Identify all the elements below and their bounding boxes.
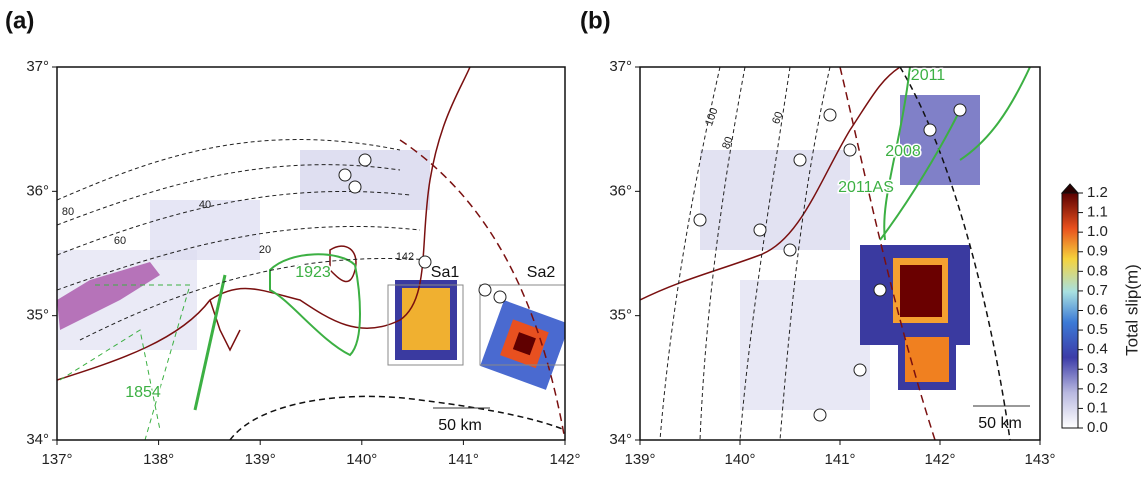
annotation: 142 bbox=[396, 251, 414, 263]
annotation: 2008 bbox=[885, 143, 921, 160]
trench bbox=[899, 67, 1011, 440]
slip-patch bbox=[900, 265, 942, 317]
colorbar-arrow bbox=[1060, 183, 1080, 194]
contours bbox=[57, 139, 431, 341]
annotation: 60 bbox=[114, 235, 126, 247]
slip-patch bbox=[402, 288, 450, 350]
x-tick-label: 143° bbox=[1024, 451, 1055, 468]
map-a bbox=[57, 67, 565, 440]
beachballs bbox=[693, 103, 967, 422]
y-tick-label: 34° bbox=[609, 431, 632, 448]
colorbar-title: Total slip(m) bbox=[1122, 264, 1141, 356]
annotation: 80 bbox=[720, 135, 735, 151]
colorbar-tick-label: 0.7 bbox=[1087, 282, 1108, 299]
colorbar-tick-label: 0.2 bbox=[1087, 380, 1108, 397]
frame-a bbox=[56, 66, 566, 441]
y-tick-label: 35° bbox=[26, 307, 49, 324]
box-sa1 bbox=[387, 284, 464, 366]
ruptures bbox=[879, 67, 1031, 241]
panel-label: (a) bbox=[5, 7, 34, 34]
x-tick-label: 141° bbox=[448, 451, 479, 468]
annotation: 50 km bbox=[978, 415, 1022, 432]
colorbar-tick-label: 0.0 bbox=[1087, 419, 1108, 436]
trench bbox=[399, 139, 565, 440]
annotation: 80 bbox=[62, 206, 74, 218]
colorbar-tick-label: 1.1 bbox=[1087, 204, 1108, 221]
slip-patch-group bbox=[480, 300, 565, 390]
annotation: Sa2 bbox=[527, 264, 556, 281]
colorbar-tick-label: 1.2 bbox=[1087, 184, 1108, 201]
colorbar-tick-label: 0.6 bbox=[1087, 301, 1108, 318]
colorbar-tick-label: 0.4 bbox=[1087, 341, 1108, 358]
annotation: 2011AS bbox=[838, 179, 894, 196]
panel-label: (b) bbox=[580, 7, 611, 34]
colorbar-tick-label: 0.5 bbox=[1087, 321, 1108, 338]
x-tick-label: 140° bbox=[346, 451, 377, 468]
map-b bbox=[640, 67, 1031, 440]
annotation: 60 bbox=[770, 110, 785, 126]
annotation: 1854 bbox=[125, 384, 161, 401]
colorbar-tick-label: 0.3 bbox=[1087, 360, 1108, 377]
beachballs-a bbox=[338, 153, 507, 304]
annotation: 40 bbox=[199, 199, 211, 211]
y-tick-label: 37° bbox=[26, 58, 49, 75]
coastline bbox=[57, 67, 471, 381]
y-tick-label: 37° bbox=[609, 58, 632, 75]
x-tick-label: 142° bbox=[924, 451, 955, 468]
slip-patch bbox=[905, 337, 949, 382]
x-tick-label: 142° bbox=[549, 451, 580, 468]
trench bbox=[229, 395, 565, 440]
rupture-1854 bbox=[59, 284, 191, 440]
x-tick-label: 140° bbox=[724, 451, 755, 468]
slip-patch bbox=[900, 95, 980, 185]
colorbar bbox=[1061, 192, 1079, 429]
annotation: 2011 bbox=[911, 67, 946, 84]
annotation: 100 bbox=[703, 106, 721, 127]
contours bbox=[659, 67, 831, 440]
coastline bbox=[329, 245, 357, 283]
annotation: 50 km bbox=[438, 417, 482, 434]
y-tick-label: 34° bbox=[26, 431, 49, 448]
annotation: Sa1 bbox=[431, 264, 460, 281]
seismicity bbox=[57, 262, 160, 330]
annotation: 20 bbox=[259, 244, 271, 256]
colorbar-tick-label: 1.0 bbox=[1087, 223, 1108, 240]
colorbar-tick-label: 0.9 bbox=[1087, 243, 1108, 260]
annotation: 1923 bbox=[295, 264, 331, 281]
x-tick-label: 137° bbox=[41, 451, 72, 468]
x-tick-label: 141° bbox=[824, 451, 855, 468]
colorbar-tick-label: 0.1 bbox=[1087, 399, 1108, 416]
coastline bbox=[640, 67, 901, 301]
box-sa2 bbox=[479, 284, 565, 366]
rupture-1923 bbox=[269, 253, 361, 357]
slip-patch bbox=[740, 280, 870, 410]
x-tick-label: 139° bbox=[245, 451, 276, 468]
rupture-1854 bbox=[193, 274, 227, 411]
colorbar-tick-label: 0.8 bbox=[1087, 262, 1108, 279]
trench bbox=[839, 67, 936, 440]
y-tick-label: 36° bbox=[26, 182, 49, 199]
y-tick-label: 35° bbox=[609, 307, 632, 324]
x-tick-label: 138° bbox=[143, 451, 174, 468]
x-tick-label: 139° bbox=[624, 451, 655, 468]
y-tick-label: 36° bbox=[609, 182, 632, 199]
